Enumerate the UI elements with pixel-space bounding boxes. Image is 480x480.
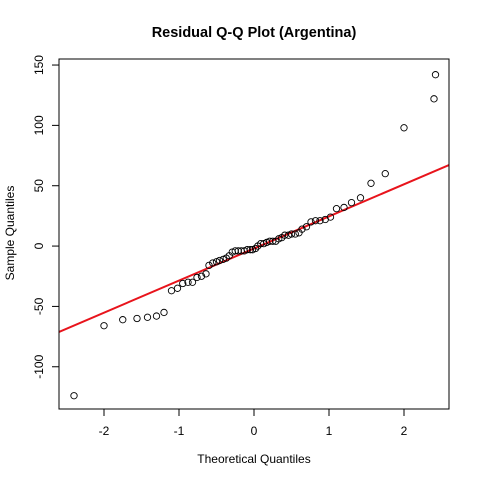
data-point bbox=[311, 217, 320, 225]
data-point bbox=[287, 230, 296, 238]
data-point bbox=[152, 312, 161, 320]
data-point bbox=[160, 308, 168, 317]
data-point bbox=[193, 273, 201, 282]
data-point bbox=[251, 244, 260, 253]
reference-line bbox=[59, 164, 449, 333]
data-point bbox=[243, 246, 251, 254]
data-point bbox=[209, 259, 217, 267]
reference-line-layer bbox=[59, 164, 449, 333]
data-point bbox=[246, 246, 254, 254]
data-point bbox=[70, 392, 78, 400]
x-tick-label: -1 bbox=[174, 424, 185, 438]
data-point bbox=[143, 313, 152, 321]
data-point bbox=[381, 170, 389, 178]
data-point bbox=[356, 194, 365, 202]
x-tick-label: 0 bbox=[251, 424, 258, 438]
data-point bbox=[298, 225, 306, 233]
data-point bbox=[197, 272, 206, 280]
data-point bbox=[340, 203, 348, 212]
data-point bbox=[269, 237, 277, 245]
data-point bbox=[347, 198, 356, 207]
data-point bbox=[332, 205, 341, 213]
x-axis-title: Theoretical Quantiles bbox=[197, 452, 310, 466]
plot-frame bbox=[58, 58, 450, 410]
y-tick-label: -50 bbox=[32, 297, 46, 315]
y-tick-label: 100 bbox=[32, 115, 46, 135]
y-axis-title: Sample Quantiles bbox=[3, 186, 17, 281]
chart-title: Residual Q-Q Plot (Argentina) bbox=[152, 25, 357, 41]
points-layer bbox=[70, 71, 440, 400]
data-point bbox=[291, 230, 299, 238]
y-tick-label: 0 bbox=[32, 242, 46, 249]
data-point bbox=[316, 217, 324, 225]
data-point bbox=[400, 124, 408, 132]
data-point bbox=[184, 278, 192, 286]
data-point bbox=[100, 322, 108, 330]
data-point bbox=[431, 71, 440, 79]
data-point bbox=[281, 231, 289, 239]
data-point bbox=[326, 213, 335, 221]
data-point bbox=[307, 218, 315, 226]
data-point bbox=[202, 270, 210, 278]
data-point bbox=[188, 278, 197, 286]
data-point bbox=[205, 261, 213, 270]
x-tick-label: 2 bbox=[401, 424, 408, 438]
x-tick-label: -2 bbox=[99, 424, 110, 438]
data-point bbox=[430, 95, 438, 103]
y-tick-label: 50 bbox=[32, 179, 46, 193]
y-tick-label: -100 bbox=[32, 354, 46, 378]
data-point bbox=[215, 256, 224, 265]
x-axis: -2 -1 0 1 2 bbox=[99, 409, 408, 438]
data-point bbox=[302, 223, 311, 231]
data-point bbox=[367, 179, 375, 187]
x-tick-label: 1 bbox=[326, 424, 333, 438]
data-point bbox=[167, 287, 176, 295]
y-axis: -100 -50 0 50 100 150 bbox=[32, 55, 59, 379]
y-tick-label: 150 bbox=[32, 55, 46, 75]
data-point bbox=[133, 314, 141, 323]
data-point bbox=[173, 284, 182, 292]
data-point bbox=[119, 316, 127, 324]
data-point bbox=[179, 279, 187, 288]
